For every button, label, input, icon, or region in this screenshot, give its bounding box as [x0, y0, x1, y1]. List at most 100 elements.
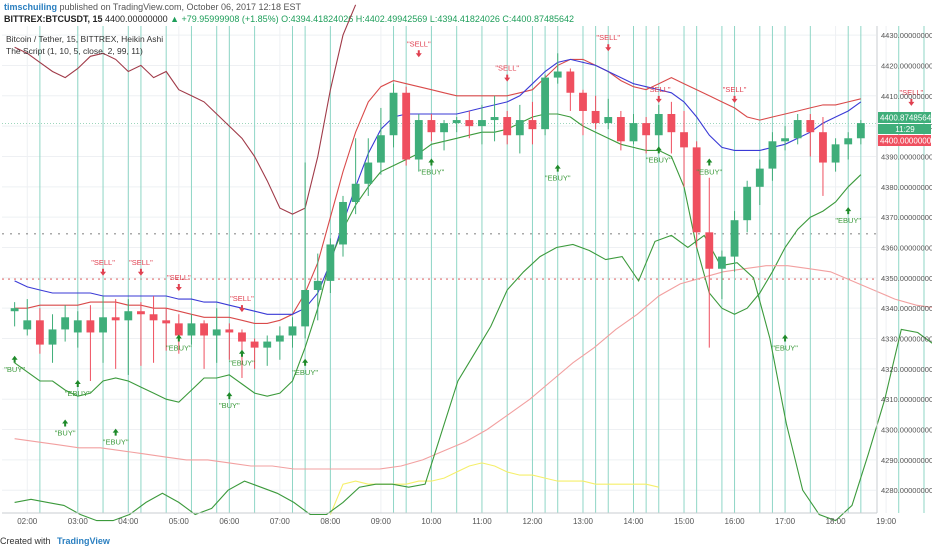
- series-salmon: [14, 265, 932, 470]
- x-tick-label: 05:00: [169, 517, 190, 526]
- buy-arrow-icon: [74, 380, 81, 388]
- candle: [414, 113, 423, 172]
- sell-label: "SELL": [167, 273, 191, 282]
- candle: [137, 302, 145, 366]
- x-tick-label: 15:00: [674, 517, 695, 526]
- candle-body: [288, 326, 297, 336]
- candle-body: [541, 77, 550, 130]
- y-tick-label: 4340.00000000: [881, 304, 932, 313]
- buy-signal: "EBUY": [545, 164, 571, 183]
- sell-arrow-icon: [605, 44, 612, 52]
- sell-signal: "SELL": [91, 258, 115, 276]
- candle: [250, 338, 259, 369]
- candle-body: [440, 123, 448, 133]
- tradingview-brand[interactable]: TradingView: [57, 536, 110, 546]
- x-tick-label: 06:00: [219, 517, 240, 526]
- buy-signal: "EBUY": [419, 158, 445, 177]
- candle-body: [616, 117, 625, 142]
- candle: [566, 68, 575, 111]
- candle: [351, 138, 360, 215]
- candle: [528, 101, 537, 145]
- candle-body: [591, 110, 600, 124]
- x-tick-label: 16:00: [725, 517, 746, 526]
- series-green2: [14, 234, 932, 522]
- buy-label: "EBUY": [419, 168, 445, 177]
- buy-signal: "BUY": [219, 392, 240, 410]
- buy-label: "EBUY": [166, 344, 192, 353]
- buy-arrow-icon: [845, 207, 852, 215]
- candle-body: [566, 71, 575, 93]
- candle: [61, 305, 70, 342]
- buy-arrow-icon: [226, 392, 233, 400]
- y-tick-label: 4420.00000000: [881, 61, 932, 70]
- sell-label: "SELL": [407, 39, 431, 48]
- candle: [452, 117, 461, 133]
- x-tick-label: 07:00: [270, 517, 291, 526]
- buy-label: "EBUY": [103, 438, 129, 447]
- current-price-tag: 4400.87485642: [880, 114, 932, 123]
- price-tags: 4400.87485642 11:29 4400.00000000: [878, 112, 932, 146]
- candle-body: [503, 117, 512, 136]
- sell-arrow-icon: [731, 95, 738, 103]
- candle: [149, 296, 158, 363]
- candle-body: [263, 341, 272, 348]
- candle: [680, 110, 688, 187]
- buy-label: "EBUY": [772, 344, 798, 353]
- candles: [10, 53, 865, 382]
- candle-body: [275, 335, 284, 342]
- candle-body: [124, 311, 133, 321]
- sell-arrow-icon: [238, 305, 245, 313]
- candle: [856, 120, 865, 145]
- sell-signal: "SELL": [167, 273, 191, 291]
- ohlc-high: H:4402.49942569: [355, 14, 428, 24]
- candle: [654, 104, 663, 151]
- ohlc-low: L:4394.41824026: [429, 14, 500, 24]
- buy-signal: "EBUY": [646, 146, 672, 164]
- candle-body: [364, 162, 373, 184]
- candle-body: [604, 117, 613, 124]
- x-tick-label: 08:00: [320, 517, 341, 526]
- candle: [275, 326, 284, 360]
- candle: [187, 314, 196, 345]
- sell-label: "SELL": [647, 85, 671, 94]
- candle: [263, 335, 272, 366]
- candle-body: [705, 232, 714, 269]
- candle: [793, 113, 802, 145]
- candle-body: [743, 186, 752, 221]
- candle-body: [212, 329, 221, 336]
- candle-body: [427, 120, 436, 133]
- x-tick-label: 09:00: [371, 517, 392, 526]
- candle-body: [806, 120, 815, 133]
- candle: [478, 104, 486, 145]
- buy-arrow-icon: [554, 164, 561, 172]
- author-name[interactable]: timschuiling: [4, 2, 58, 12]
- x-tick-label: 14:00: [623, 517, 644, 526]
- candle: [339, 195, 347, 257]
- candle-body: [73, 320, 82, 333]
- buy-arrow-icon: [11, 355, 18, 363]
- publish-text: published on TradingView.com, October 06…: [59, 2, 302, 12]
- candle-body: [35, 320, 44, 345]
- buy-label: "BUY": [219, 401, 240, 410]
- buy-signal: "BUY": [4, 355, 25, 374]
- buy-signal: "BUY": [55, 419, 76, 437]
- buy-signal: "EBUY": [103, 428, 129, 447]
- price-chart[interactable]: "BUY" "EBUY" "BUY" "EBUY" "EBUY" "EBUY" "BUY" "…: [0, 0, 932, 536]
- red-price-tag: 4400.00000000: [880, 137, 932, 146]
- candle: [579, 89, 587, 136]
- candle-body: [225, 329, 234, 333]
- y-tick-label: 4360.00000000: [881, 244, 932, 253]
- candle: [288, 317, 297, 348]
- buy-arrow-icon: [175, 334, 182, 342]
- candle-body: [61, 317, 70, 330]
- candle: [667, 101, 676, 154]
- footer: Created with TradingView: [0, 536, 932, 550]
- x-tick-label: 02:00: [17, 517, 38, 526]
- x-tick-label: 13:00: [573, 517, 594, 526]
- x-tick-label: 11:00: [472, 517, 492, 526]
- red-price-tag-bg: [878, 135, 931, 146]
- candle-body: [478, 120, 486, 127]
- candle: [162, 308, 171, 351]
- y-tick-label: 4310.00000000: [881, 395, 932, 404]
- candle-body: [162, 320, 171, 324]
